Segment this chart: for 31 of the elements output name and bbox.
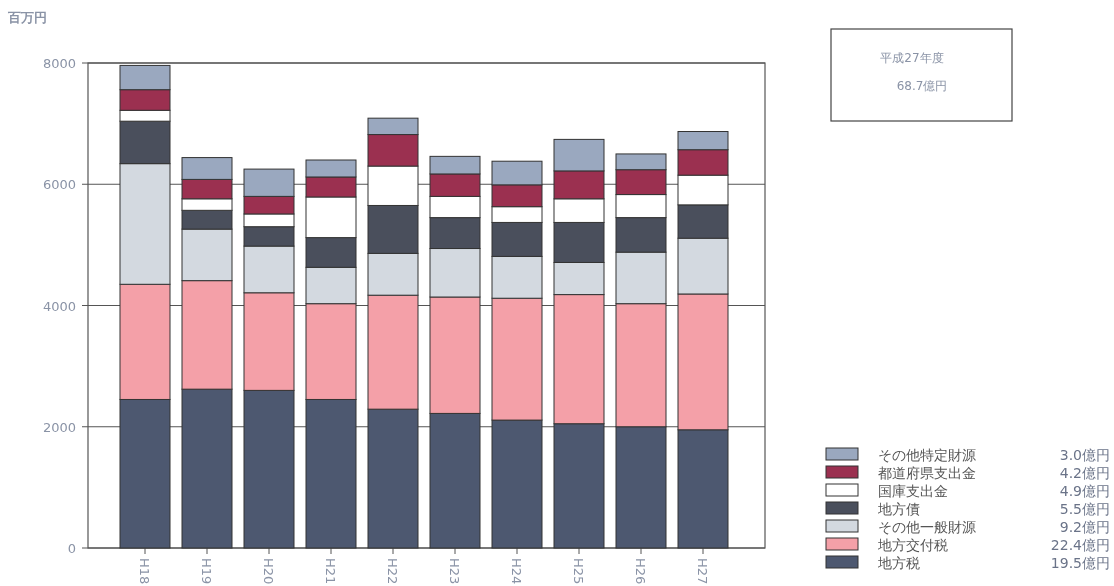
x-tick-label: H21 [323, 558, 338, 585]
y-axis-title: 百万円 [7, 10, 47, 25]
legend-label: 地方債 [877, 501, 920, 517]
text: 22.4億円 [1050, 537, 1110, 553]
legend-label: その他特定財源 [878, 447, 976, 463]
x-tick-label: H23 [447, 558, 462, 585]
y-tick-label: 8000 [42, 56, 76, 71]
y-tick-label: 2000 [42, 419, 76, 435]
legend-label: 都道府県支出金 [878, 465, 976, 481]
y-tick-label: 0 [67, 541, 76, 556]
legend-label: 国庫支出金 [878, 483, 948, 499]
x-tick-label: H25 [571, 558, 586, 585]
text: 5.5億円 [1059, 501, 1110, 517]
x-tick-label: H19 [199, 558, 214, 585]
text: 9.2億円 [1059, 519, 1110, 535]
legend-label: 地方交付税 [877, 537, 948, 553]
x-tick-label: H26 [633, 558, 648, 585]
note-box: 平成27年度 68.7億円 [830, 28, 1013, 122]
text: 4.2億円 [1059, 465, 1110, 481]
x-tick-label: H27 [695, 558, 710, 585]
x-tick-label: H22 [385, 558, 400, 585]
legend-label: その他一般財源 [878, 519, 976, 535]
y-tick-label: 4000 [42, 298, 76, 314]
x-tick-label: H24 [509, 558, 524, 585]
legend-label: 地方税 [877, 555, 920, 571]
text: 19.5億円 [1050, 555, 1110, 571]
y-tick-label: 6000 [42, 177, 76, 193]
x-tick-label: H20 [261, 558, 276, 585]
text: 3.0億円 [1059, 447, 1110, 463]
x-tick-label: H18 [137, 558, 152, 585]
text: 4.9億円 [1059, 483, 1110, 499]
